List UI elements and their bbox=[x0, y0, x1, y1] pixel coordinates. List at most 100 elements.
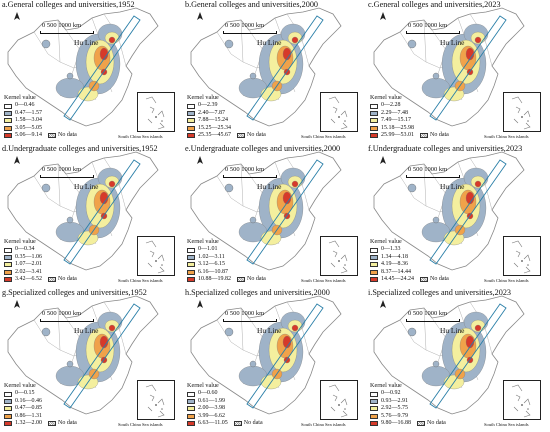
kernel-density-layer bbox=[55, 311, 123, 390]
no-data-label: No data bbox=[427, 420, 446, 427]
china-map bbox=[7, 7, 159, 127]
inset-label: South China Sea islands bbox=[301, 422, 346, 427]
inset-label: South China Sea islands bbox=[301, 134, 346, 139]
legend-swatch bbox=[370, 133, 378, 139]
legend-class-label: 10.88—19.82 bbox=[198, 276, 231, 283]
no-data-label: No data bbox=[243, 420, 263, 427]
legend-item: 0.61—1.99 bbox=[187, 398, 263, 405]
south-china-sea-inset bbox=[320, 236, 358, 276]
legend-item: 2.92—5.75 bbox=[370, 405, 446, 412]
hu-line-label: Hu Line bbox=[74, 38, 99, 47]
legend-item: 2.02—3.41 bbox=[4, 269, 77, 276]
density-zone-k4 bbox=[474, 324, 482, 332]
hu-line bbox=[63, 159, 141, 265]
kernel-density-layer bbox=[55, 167, 123, 246]
legend-swatch bbox=[4, 262, 12, 268]
no-data-legend: No data bbox=[48, 276, 77, 283]
no-data-swatch bbox=[420, 277, 428, 283]
legend-swatch bbox=[370, 399, 378, 405]
scale-bar bbox=[223, 31, 277, 34]
density-zone-k4 bbox=[99, 191, 109, 205]
no-data-swatch bbox=[237, 133, 245, 139]
legend-item: 0.86—1.31 bbox=[4, 413, 77, 420]
legend: Kernel value 0—0.34 0.35—1.06 1.07—2.01 2.0… bbox=[4, 238, 77, 283]
legend-swatch bbox=[187, 399, 195, 405]
density-zone-k4 bbox=[465, 335, 475, 349]
legend-swatch bbox=[370, 111, 378, 117]
legend: Kernel value 0—2.39 2.40—7.87 7.88—15.24 15… bbox=[187, 94, 266, 139]
panel-title: e.Undergraduate colleges and universitie… bbox=[185, 144, 341, 153]
density-zone-k4 bbox=[282, 47, 292, 61]
legend-class-label: 0.47—1.57 bbox=[15, 109, 42, 116]
legend-swatch bbox=[4, 133, 12, 139]
no-data-legend: No data bbox=[237, 276, 266, 283]
panel-title: g.Specialized colleges and universities,… bbox=[2, 288, 147, 297]
inset-label: South China Sea islands bbox=[484, 134, 529, 139]
legend-class-label: 0.47—0.85 bbox=[15, 405, 42, 412]
density-zone-k4 bbox=[291, 324, 299, 332]
china-map bbox=[373, 7, 525, 127]
legend-swatch bbox=[4, 125, 12, 131]
legend-class-label: 7.49—15.17 bbox=[381, 117, 411, 124]
legend-swatch bbox=[187, 262, 195, 268]
panel-title: c.General colleges and universities,2023 bbox=[368, 0, 501, 9]
north-arrow-icon bbox=[14, 12, 20, 20]
scale-label: 0 500 1000 km bbox=[42, 310, 82, 317]
legend-item: 14.45—24.24 No data bbox=[370, 276, 449, 283]
legend-swatch bbox=[370, 391, 378, 397]
no-data-label: No data bbox=[58, 420, 77, 427]
map-panel-g: g.Specialized colleges and universities,… bbox=[0, 288, 183, 432]
legend-swatch bbox=[187, 406, 195, 412]
density-zone-k4 bbox=[474, 180, 482, 188]
legend-swatch bbox=[4, 421, 12, 427]
legend-swatch bbox=[187, 111, 195, 117]
panel-title: f.Undergraduate colleges and universitie… bbox=[368, 144, 523, 153]
hu-line bbox=[429, 303, 507, 409]
legend-item: 1.02—3.11 bbox=[187, 254, 266, 261]
inset-label: South China Sea islands bbox=[301, 278, 346, 283]
scale-bar bbox=[406, 319, 460, 322]
scale-label: 0 500 1000 km bbox=[408, 310, 448, 317]
density-zone-k4 bbox=[99, 47, 109, 61]
legend-item: 0—0.60 bbox=[187, 390, 263, 397]
density-zone-k4 bbox=[99, 335, 109, 349]
legend-swatch bbox=[370, 103, 378, 109]
legend-swatch bbox=[4, 399, 12, 405]
south-china-sea-inset bbox=[137, 92, 175, 132]
density-zone-k4 bbox=[291, 180, 299, 188]
no-data-legend: No data bbox=[48, 420, 77, 427]
legend-class-label: 15.25—25.34 bbox=[198, 124, 231, 131]
legend-class-label: 8.37—14.44 bbox=[381, 268, 411, 275]
legend-swatch bbox=[370, 255, 378, 261]
legend-swatch bbox=[4, 406, 12, 412]
legend-class-label: 3.99—6.62 bbox=[198, 412, 225, 419]
legend-class-label: 6.63—11.05 bbox=[198, 420, 228, 427]
china-map bbox=[190, 295, 342, 415]
china-map bbox=[7, 151, 159, 271]
density-zone-k4 bbox=[291, 36, 299, 44]
hu-line bbox=[246, 159, 324, 265]
no-data-label: No data bbox=[430, 276, 449, 283]
china-map bbox=[7, 295, 159, 415]
legend-item: 0.16—0.46 bbox=[4, 398, 77, 405]
kernel-density-layer bbox=[238, 311, 306, 390]
scale-bar bbox=[406, 175, 460, 178]
density-zone-k4 bbox=[465, 191, 475, 205]
hu-line-label: Hu Line bbox=[74, 326, 99, 335]
panel-title: d.Undergraduate colleges and universitie… bbox=[2, 144, 158, 153]
legend-swatch bbox=[187, 421, 195, 427]
legend-class-label: 0—1.01 bbox=[198, 246, 218, 253]
legend: Kernel value 0—1.33 1.34—4.18 4.19—8.36 8.3… bbox=[370, 238, 449, 283]
legend-item: 1.34—4.18 bbox=[370, 254, 449, 261]
legend-class-label: 15.18—25.98 bbox=[381, 124, 414, 131]
south-china-sea-inset bbox=[503, 236, 541, 276]
legend-title: Kernel value bbox=[187, 238, 219, 245]
density-zone-k4 bbox=[465, 47, 475, 61]
legend-title: Kernel value bbox=[187, 94, 219, 101]
legend-swatch bbox=[4, 269, 12, 275]
hu-line bbox=[63, 15, 141, 121]
legend: Kernel value 0—2.28 2.29—7.48 7.49—15.17 15… bbox=[370, 94, 449, 139]
scale-label: 0 500 1000 km bbox=[225, 166, 265, 173]
legend-class-label: 5.76—9.79 bbox=[381, 412, 408, 419]
legend-item: 0—0.92 bbox=[370, 390, 446, 397]
